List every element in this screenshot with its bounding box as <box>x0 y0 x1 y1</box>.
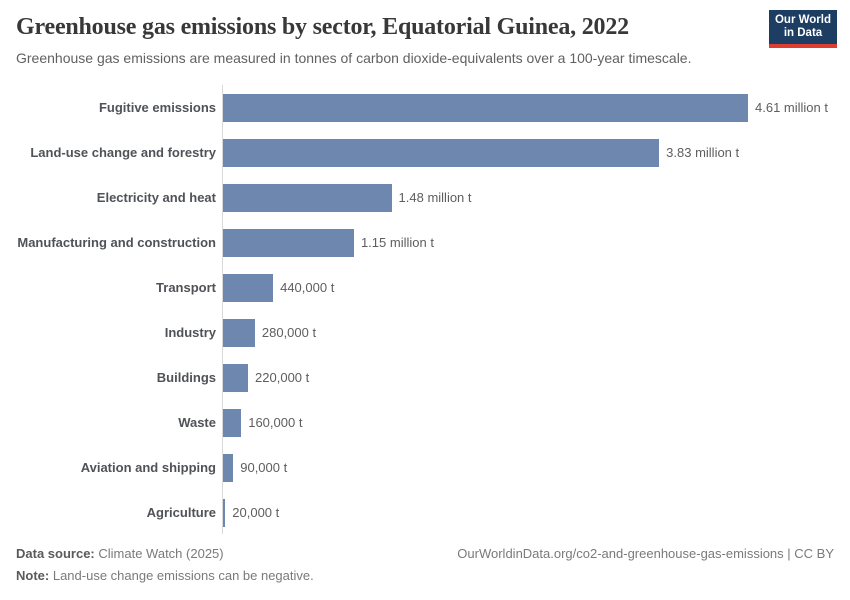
value-label: 280,000 t <box>261 325 317 340</box>
bar[interactable] <box>223 93 748 122</box>
value-label: 220,000 t <box>255 370 310 385</box>
value-label: 90,000 t <box>240 460 288 475</box>
value-label: 440,000 t <box>280 280 335 295</box>
bar[interactable] <box>223 498 226 527</box>
owid-logo-line2: in Data <box>783 27 823 39</box>
bar[interactable] <box>223 273 274 302</box>
bar-track: 440,000 t <box>222 273 834 302</box>
bar[interactable] <box>223 138 660 167</box>
bar-track: 20,000 t <box>222 498 834 527</box>
owid-logo-line1: Our World <box>774 14 831 26</box>
category-label: Waste <box>178 415 216 430</box>
bar-chart: Fugitive emissions 4.61 million t Land-use… <box>16 85 834 535</box>
chart-row: Aviation and shipping 90,000 t <box>16 445 834 490</box>
category-label: Industry <box>164 325 216 340</box>
bar-track: 160,000 t <box>222 408 834 437</box>
citation-link[interactable]: OurWorldinData.org/co2-and-greenhouse-ga… <box>457 546 834 561</box>
value-label: 1.15 million t <box>360 235 434 250</box>
footer-left: Data source: Climate Watch (2025) Note: … <box>16 543 314 587</box>
chart-row: Manufacturing and construction 1.15 milli… <box>16 220 834 265</box>
bar[interactable] <box>223 363 249 392</box>
owid-logo[interactable]: Our World in Data <box>769 10 837 48</box>
bar-track: 1.15 million t <box>222 228 834 257</box>
y-axis-line <box>222 85 223 534</box>
note-label: Note: <box>16 568 50 583</box>
data-source-value: Climate Watch (2025) <box>98 546 224 561</box>
bar-track: 90,000 t <box>222 453 834 482</box>
chart-row: Buildings 220,000 t <box>16 355 834 400</box>
category-label: Manufacturing and construction <box>17 235 216 250</box>
bar[interactable] <box>223 408 242 437</box>
category-label: Aviation and shipping <box>80 460 216 475</box>
category-label: Fugitive emissions <box>98 100 216 115</box>
chart-row: Industry 280,000 t <box>16 310 834 355</box>
value-label: 20,000 t <box>232 505 280 520</box>
data-source-label: Data source: <box>16 546 95 561</box>
bar[interactable] <box>223 453 234 482</box>
chart-subtitle: Greenhouse gas emissions are measured in… <box>16 50 692 66</box>
value-label: 160,000 t <box>248 415 303 430</box>
chart-row: Agriculture 20,000 t <box>16 490 834 535</box>
bar[interactable] <box>223 318 255 347</box>
category-label: Electricity and heat <box>96 190 216 205</box>
category-label: Agriculture <box>146 505 216 520</box>
chart-row: Fugitive emissions 4.61 million t <box>16 85 834 130</box>
bar-track: 3.83 million t <box>222 138 834 167</box>
page-title: Greenhouse gas emissions by sector, Equa… <box>16 14 629 40</box>
category-label: Land-use change and forestry <box>30 145 216 160</box>
value-label: 1.48 million t <box>398 190 472 205</box>
category-label: Buildings <box>156 370 216 385</box>
chart-row: Electricity and heat 1.48 million t <box>16 175 834 220</box>
bar[interactable] <box>223 228 354 257</box>
chart-footer: Data source: Climate Watch (2025) Note: … <box>16 543 834 587</box>
chart-row: Land-use change and forestry 3.83 million… <box>16 130 834 175</box>
category-label: Transport <box>156 280 216 295</box>
chart-header: Greenhouse gas emissions by sector, Equa… <box>16 14 756 66</box>
chart-row: Transport 440,000 t <box>16 265 834 310</box>
bar-chart-rows: Fugitive emissions 4.61 million t Land-use… <box>16 85 834 535</box>
bar-track: 4.61 million t <box>222 93 834 122</box>
chart-row: Waste 160,000 t <box>16 400 834 445</box>
value-label: 4.61 million t <box>755 100 828 115</box>
data-source-line: Data source: Climate Watch (2025) <box>16 543 314 565</box>
bar-track: 280,000 t <box>222 318 834 347</box>
bar-track: 1.48 million t <box>222 183 834 212</box>
note-value: Land-use change emissions can be negativ… <box>52 568 314 583</box>
value-label: 3.83 million t <box>666 145 740 160</box>
bar-track: 220,000 t <box>222 363 834 392</box>
note-line: Note: Land-use change emissions can be n… <box>16 565 314 587</box>
bar[interactable] <box>223 183 392 212</box>
